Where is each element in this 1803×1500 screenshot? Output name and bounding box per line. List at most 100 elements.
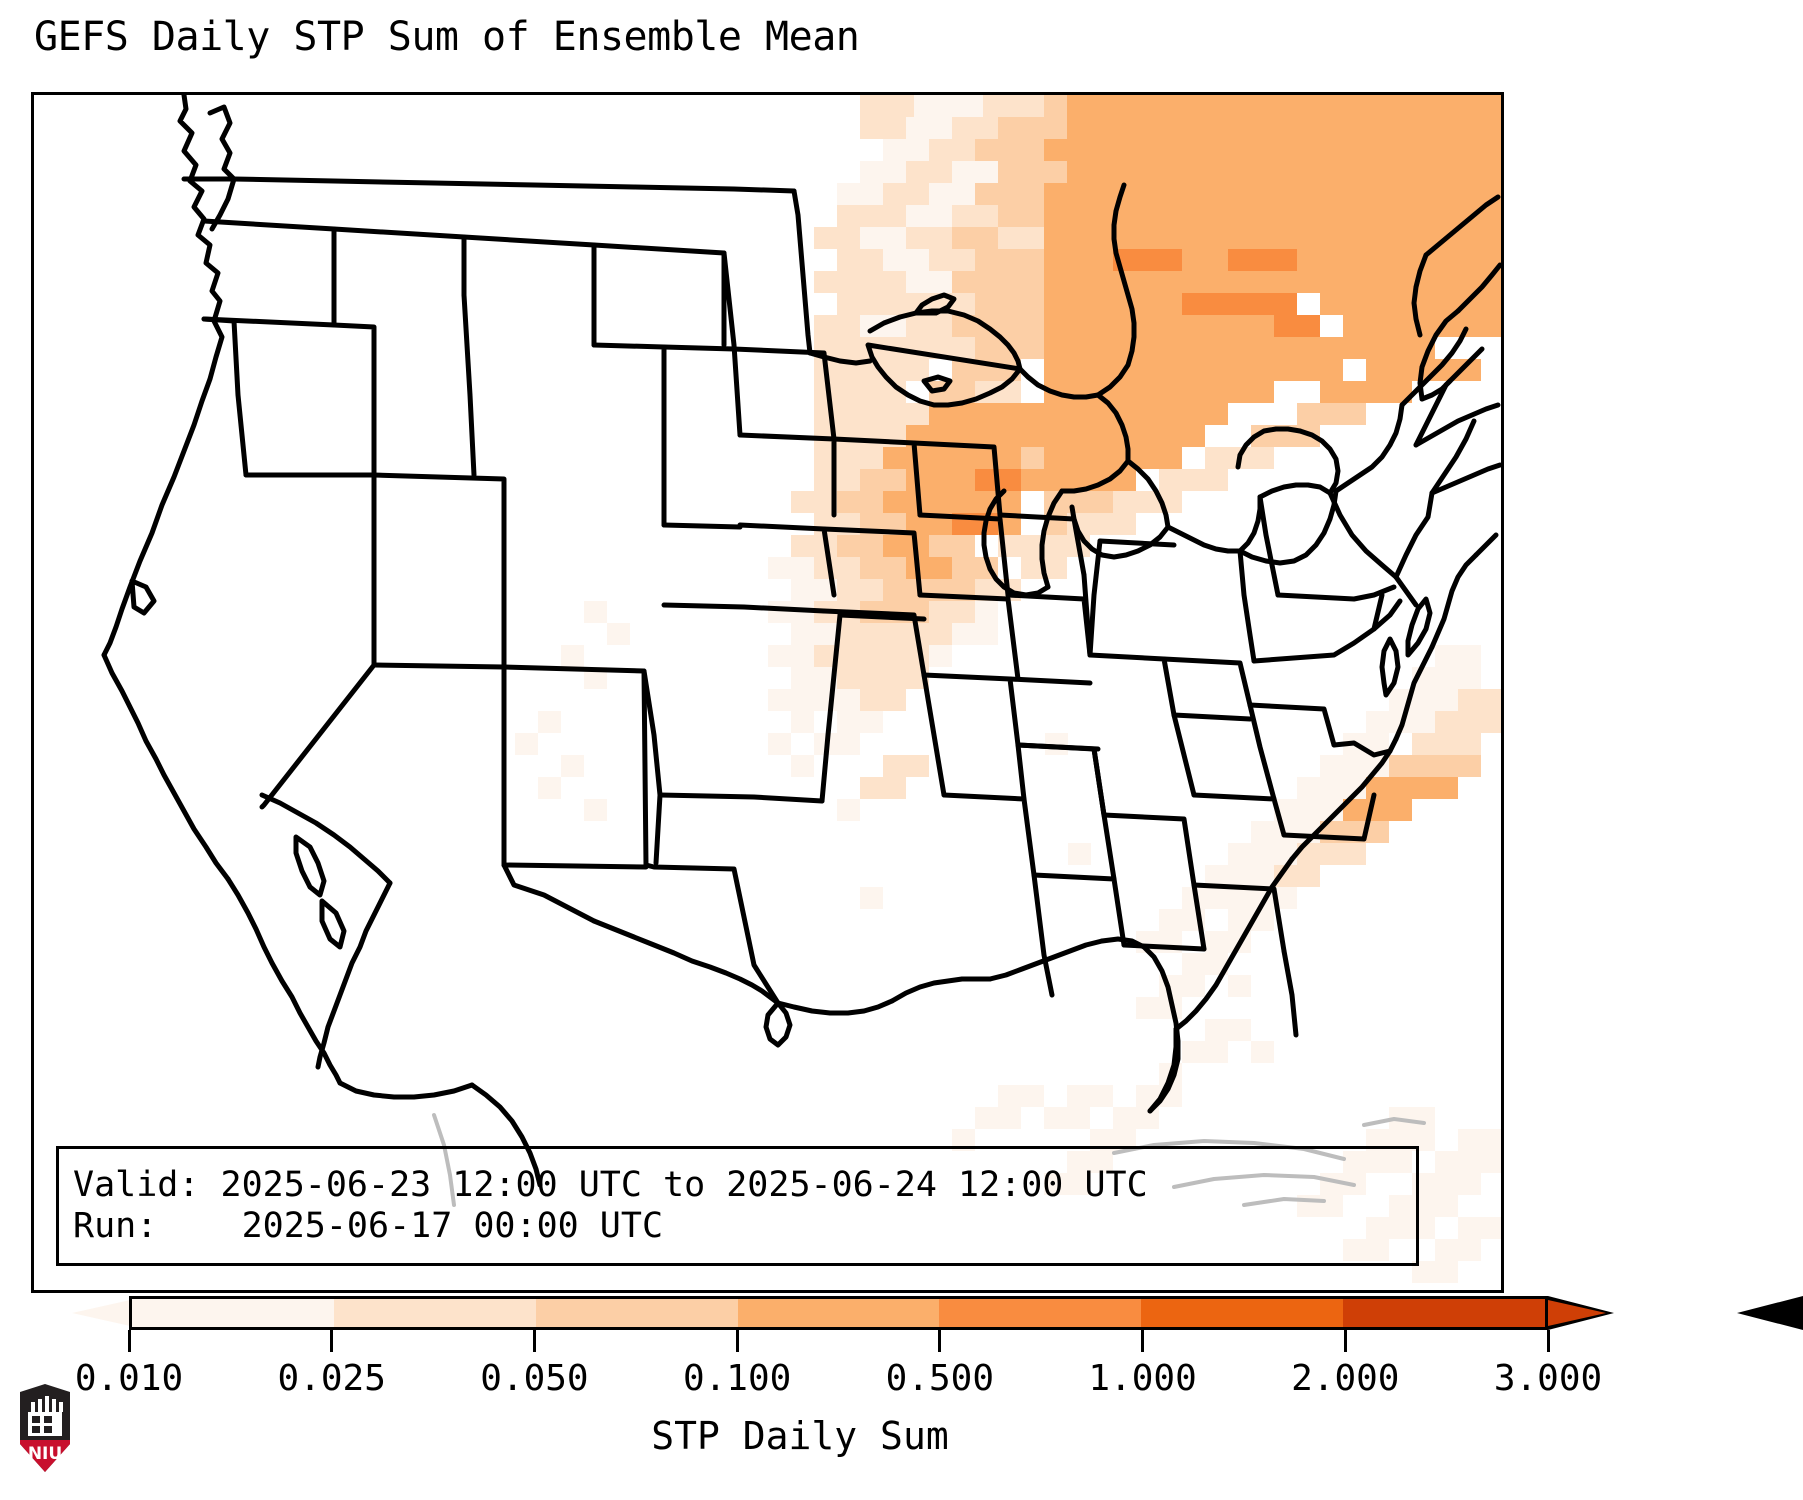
stp-grid-cell — [837, 183, 883, 205]
stp-grid-cell — [768, 645, 814, 667]
stp-grid-cell — [1274, 315, 1320, 337]
stp-grid-cell — [814, 469, 860, 491]
stp-grid-cell — [1320, 293, 1501, 315]
stp-grid-cell — [1067, 117, 1481, 139]
stp-grid-cell — [1412, 1261, 1458, 1283]
stp-grid-cell — [1044, 183, 1501, 205]
map-canvas — [34, 95, 1501, 1290]
stp-grid-cell — [906, 425, 1044, 447]
stp-grid-cell — [998, 117, 1067, 139]
colorbar-under-arrow — [0, 1296, 1803, 1330]
stp-grid-cell — [1067, 1085, 1113, 1107]
stp-grid-cell — [975, 601, 998, 623]
colorbar-tick-4 — [938, 1330, 942, 1352]
stp-grid-cell — [1389, 755, 1481, 777]
run-time-text: Run: 2025-06-17 00:00 UTC — [73, 1206, 664, 1246]
colorbar-tick-0 — [127, 1330, 131, 1352]
colorbar-tick-label-3: 0.100 — [682, 1358, 792, 1399]
stp-grid-cell — [929, 645, 952, 667]
stp-grid-cell — [883, 755, 929, 777]
colorbar-wrap — [0, 1296, 1803, 1356]
stp-grid-cell — [1159, 469, 1228, 491]
stp-grid-cell — [983, 95, 1052, 117]
colorbar-tick-2 — [532, 1330, 536, 1352]
stp-grid-cell — [1044, 337, 1320, 359]
stp-grid-cell — [1435, 1239, 1481, 1261]
colorbar-tick-1 — [330, 1330, 334, 1352]
colorbar-segment-0 — [132, 1299, 334, 1327]
stp-grid-cell — [952, 1129, 975, 1151]
stp-grid-cell — [929, 535, 975, 557]
geography-layer — [101, 95, 1501, 1207]
stp-grid-cell — [1389, 1195, 1458, 1217]
colorbar-tick-label-0: 0.010 — [74, 1358, 184, 1399]
stp-grid-cell — [883, 359, 929, 381]
stp-grid-cell — [1343, 1151, 1412, 1173]
colorbar-segment-1 — [333, 1299, 536, 1327]
stp-grid-cell — [975, 1107, 1021, 1129]
colorbar-tick-7 — [1546, 1330, 1550, 1352]
stp-grid-cell — [883, 249, 929, 271]
stp-grid-cell — [1228, 843, 1297, 865]
stp-grid-cell — [1113, 1107, 1159, 1129]
stp-grid-cell — [952, 271, 1021, 293]
colorbar-segment-5 — [1141, 1299, 1344, 1327]
colorbar-segment-2 — [535, 1299, 738, 1327]
stp-grid-cell — [1435, 711, 1501, 733]
stp-grid-cell — [1343, 1239, 1389, 1261]
stp-grid-cell — [1044, 403, 1228, 425]
stp-grid-cell — [1458, 117, 1501, 139]
stp-grid-cell — [860, 689, 906, 711]
stp-grid-cell — [1205, 1019, 1251, 1041]
colorbar-tick-label-7: 3.000 — [1493, 1358, 1603, 1399]
stp-grid-cell — [906, 117, 952, 139]
stp-grid-cell — [1412, 1173, 1481, 1195]
stp-grid-cell — [883, 667, 929, 689]
stp-grid-cell — [929, 403, 1044, 425]
colorbar-over-arrow-fill — [1548, 1300, 1606, 1326]
stp-grid-cell — [1458, 161, 1501, 183]
colorbar-tick-label-1: 0.025 — [277, 1358, 386, 1399]
stp-grid-cell — [860, 161, 906, 183]
coastline-paths — [101, 95, 1501, 1188]
colorbar-tick-label-2: 0.050 — [480, 1358, 589, 1399]
stp-grid-cell — [791, 711, 814, 733]
stp-grid-cell — [952, 227, 998, 249]
stp-grid-cell — [1090, 205, 1501, 227]
colorbar[interactable] — [129, 1296, 1548, 1330]
stp-grid-cell — [515, 733, 538, 755]
stp-grid-cell — [1412, 733, 1481, 755]
stp-grid-cell — [1182, 1041, 1228, 1063]
stp-grid-cell — [975, 249, 1044, 271]
stp-grid-cell — [1458, 1129, 1501, 1151]
stp-grid-cell — [906, 271, 952, 293]
colorbar-under-arrow-fill — [72, 1300, 130, 1326]
stp-grid-cell — [814, 227, 860, 249]
colorbar-tick-5 — [1141, 1330, 1145, 1352]
colorbar-tick-label-4: 0.500 — [885, 1358, 995, 1399]
stp-grid-cell — [791, 491, 837, 513]
stp-grid-cell — [584, 601, 607, 623]
stp-grid-cell — [1090, 1129, 1136, 1151]
stp-grid-cell — [1343, 733, 1389, 755]
stp-grid-cell — [1044, 205, 1090, 227]
colorbar-tick-3 — [735, 1330, 739, 1352]
stp-grid-cell — [929, 337, 975, 359]
map-frame — [31, 92, 1504, 1293]
stp-grid-cell — [1044, 95, 1067, 117]
stp-grid-cell — [561, 645, 584, 667]
colorbar-segment-4 — [939, 1299, 1142, 1327]
stp-grid-cell — [538, 777, 561, 799]
stp-grid-cell — [1366, 1129, 1435, 1151]
stp-grid-cell — [1067, 95, 1481, 117]
stp-grid-cell — [1343, 315, 1501, 337]
stp-grid-cell — [1044, 139, 1501, 161]
valid-run-info-box: Valid: 2025-06-23 12:00 UTC to 2025-06-2… — [56, 1146, 1419, 1266]
stp-grid-cell — [1044, 293, 1182, 315]
stp-grid-cell — [1435, 1151, 1501, 1173]
colorbar-tick-6 — [1343, 1330, 1347, 1352]
stp-grid-cell — [1297, 337, 1435, 359]
stp-grid-cell — [814, 359, 883, 381]
stp-grid-cell — [1297, 777, 1366, 799]
stp-grid-cell — [1458, 689, 1501, 711]
